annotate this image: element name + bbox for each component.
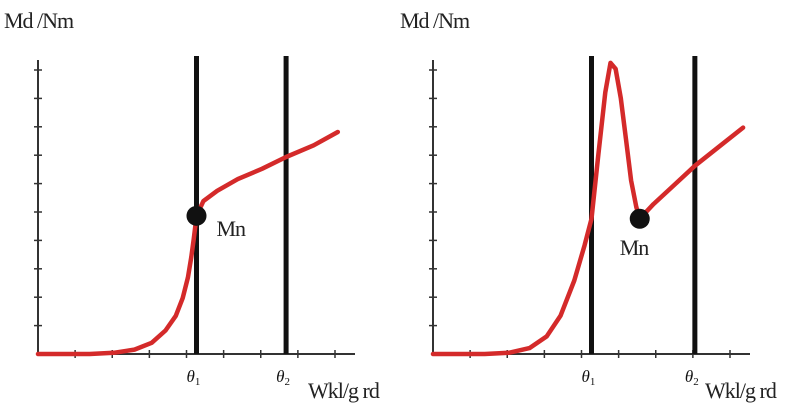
x-axis-label: Wkl/g rd [308,378,380,403]
chart-left: Md /Nm Mn θ1 θ2 Wkl/g rd [4,8,381,403]
data-series-curve [430,60,746,357]
theta-subscript: 2 [693,376,699,388]
point-mn [186,205,207,226]
point-label: Mn [620,235,650,260]
theta-subscript: 1 [195,376,201,388]
y-axis-label: Md /Nm [400,8,470,33]
theta-label-1: θ1 [582,367,596,388]
chart-left-svg: Md /Nm Mn θ1 θ2 Wkl/g rd [4,8,381,403]
theta-label-1: θ1 [187,367,201,388]
x-ticks [469,350,731,358]
y-axis-label: Md /Nm [4,8,74,33]
data-series-curve [35,129,341,357]
point-mn [629,208,650,229]
theta-subscript: 1 [590,376,596,388]
theta-labels: θ1 θ2 [187,367,290,388]
theta-label-2: θ2 [276,367,290,388]
theta-subscript: 2 [284,376,290,388]
y-ticks [34,69,42,327]
x-axis-label: Wkl/g rd [705,378,777,403]
y-ticks [429,69,437,327]
chart-right: Md /Nm Mn θ1 θ2 Wkl/g rd [400,0,800,418]
point-label: Mn [217,216,247,241]
vertical-lines [194,56,289,354]
theta-label-2: θ2 [685,367,699,388]
chart-right-svg: Md /Nm Mn θ1 θ2 Wkl/g rd [400,8,778,403]
theta-labels: θ1 θ2 [582,367,699,388]
vertical-lines [589,56,698,354]
